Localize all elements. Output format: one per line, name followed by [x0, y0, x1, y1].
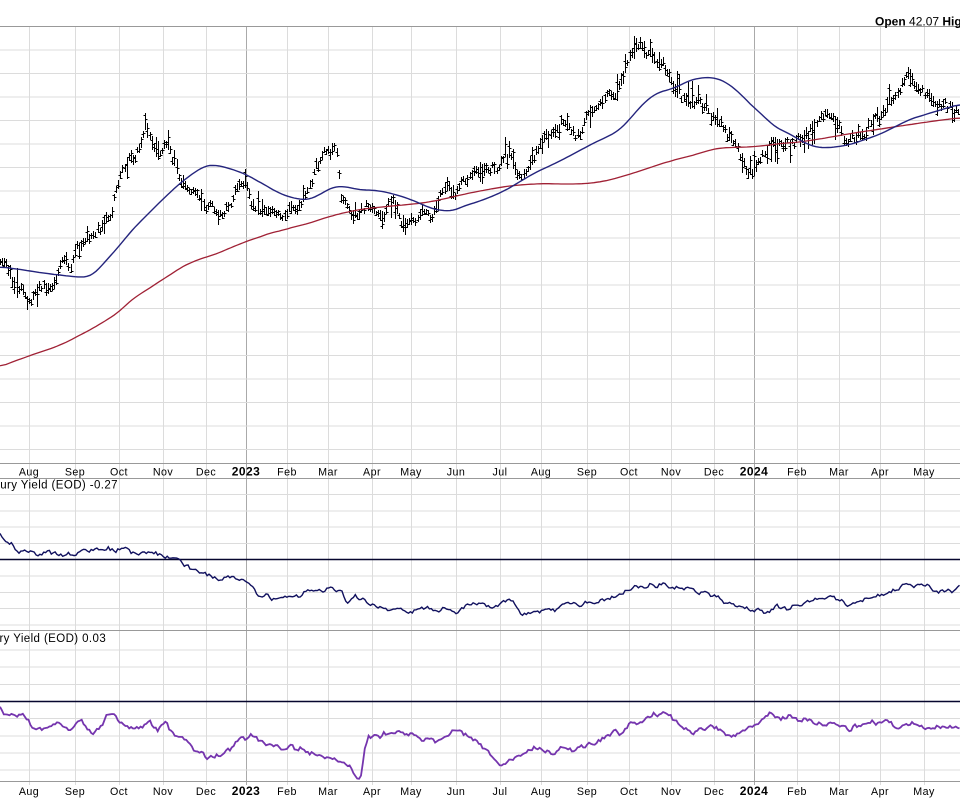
svg-text:May: May — [400, 467, 422, 479]
svg-text:Jul: Jul — [492, 786, 507, 798]
svg-text:Oct: Oct — [110, 467, 128, 479]
svg-text:Nov: Nov — [661, 467, 682, 479]
svg-text:May: May — [913, 786, 935, 798]
svg-text:2023: 2023 — [232, 465, 261, 479]
svg-text:Feb: Feb — [787, 786, 807, 798]
svg-text:Dec: Dec — [196, 786, 217, 798]
svg-text:Aug: Aug — [531, 786, 551, 798]
svg-text:Apr: Apr — [871, 467, 889, 479]
svg-text:Sep: Sep — [577, 467, 597, 479]
svg-text:Dec: Dec — [704, 467, 725, 479]
svg-text:Sep: Sep — [577, 786, 597, 798]
svg-text:Jun: Jun — [447, 467, 466, 479]
svg-text:Feb: Feb — [787, 467, 807, 479]
svg-text:Sep: Sep — [65, 786, 85, 798]
svg-text:Jun: Jun — [447, 786, 466, 798]
svg-text:Open 42.07 High: Open 42.07 High — [875, 15, 960, 29]
svg-text:May: May — [400, 786, 422, 798]
svg-text:Oct: Oct — [620, 786, 638, 798]
svg-text:2024: 2024 — [740, 465, 769, 479]
svg-text:Nov: Nov — [153, 467, 174, 479]
svg-text:Mar: Mar — [829, 786, 849, 798]
svg-text:Mar: Mar — [318, 786, 338, 798]
svg-text:May: May — [913, 467, 935, 479]
svg-text:Mar: Mar — [318, 467, 338, 479]
svg-text:Nov: Nov — [661, 786, 682, 798]
svg-text:Apr: Apr — [871, 786, 889, 798]
svg-text:2024: 2024 — [740, 784, 769, 798]
svg-text:Dec: Dec — [704, 786, 725, 798]
svg-text:Nov: Nov — [153, 786, 174, 798]
svg-text:Mar: Mar — [829, 467, 849, 479]
svg-text:easury Yield (EOD) -0.27: easury Yield (EOD) -0.27 — [0, 480, 118, 492]
svg-text:Dec: Dec — [196, 467, 217, 479]
svg-text:Feb: Feb — [277, 467, 297, 479]
svg-text:Jul: Jul — [492, 467, 507, 479]
svg-text:sury Yield (EOD) 0.03: sury Yield (EOD) 0.03 — [0, 633, 106, 645]
svg-text:Aug: Aug — [19, 467, 39, 479]
svg-text:Feb: Feb — [277, 786, 297, 798]
svg-text:Apr: Apr — [363, 467, 381, 479]
svg-text:Aug: Aug — [531, 467, 551, 479]
svg-text:Oct: Oct — [620, 467, 638, 479]
svg-text:Oct: Oct — [110, 786, 128, 798]
svg-text:Sep: Sep — [65, 467, 85, 479]
svg-text:2023: 2023 — [232, 784, 261, 798]
svg-text:Apr: Apr — [363, 786, 381, 798]
svg-text:Aug: Aug — [19, 786, 39, 798]
